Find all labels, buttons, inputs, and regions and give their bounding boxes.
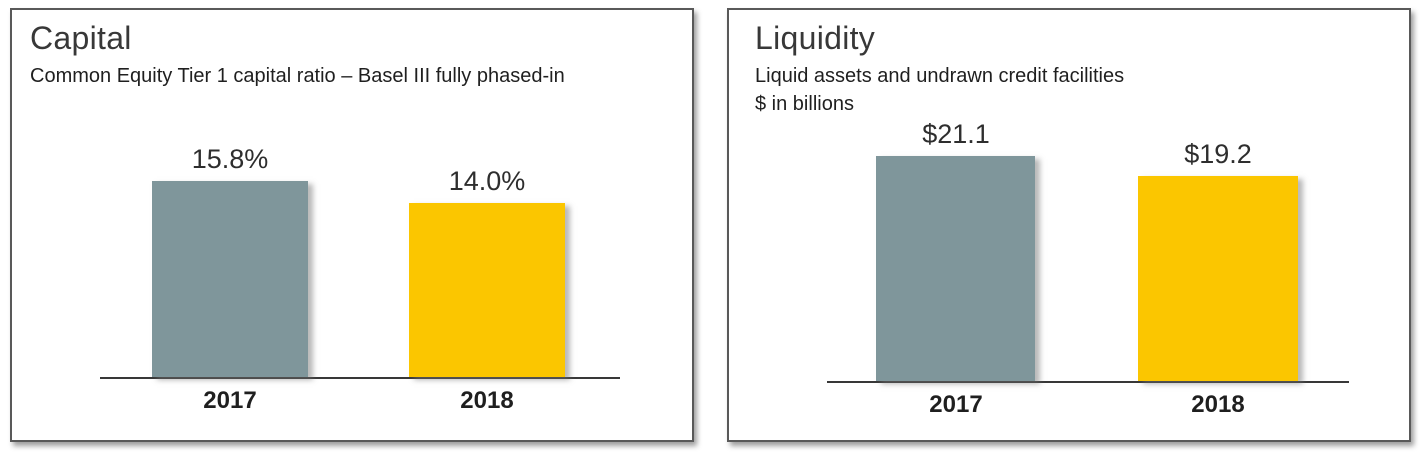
x-axis-tick-label: 2017: [929, 391, 983, 418]
bar-value-label: $19.2: [1184, 139, 1252, 169]
chart-title: Capital: [30, 20, 132, 56]
bar-value-label: $21.1: [922, 119, 990, 149]
plot-area: $21.1 $19.2 2017 2018: [827, 119, 1349, 418]
chart-subtitle: Liquid assets and undrawn credit facilit…: [755, 65, 1125, 87]
bar-2018: [1138, 176, 1298, 381]
bar-value-label: 15.8%: [191, 144, 269, 174]
x-axis-tick-label: 2017: [203, 387, 257, 414]
chart-title: Liquidity: [755, 20, 876, 56]
liquidity-chart-panel: Liquidity Liquid assets and undrawn cred…: [727, 8, 1411, 442]
x-axis-tick-label: 2018: [460, 387, 514, 414]
chart-subtitle: Common Equity Tier 1 capital ratio – Bas…: [30, 65, 565, 87]
bar-2017: [152, 181, 308, 377]
x-axis-tick-label: 2018: [1191, 391, 1245, 418]
bar-2017: [876, 156, 1035, 381]
bar-2018: [409, 203, 565, 377]
capital-chart-panel: Capital Common Equity Tier 1 capital rat…: [10, 8, 694, 442]
chart-subtitle-units: $ in billions: [755, 93, 854, 115]
bar-value-label: 14.0%: [448, 166, 526, 196]
plot-area: 15.8% 14.0% 2017 2018: [100, 144, 620, 414]
